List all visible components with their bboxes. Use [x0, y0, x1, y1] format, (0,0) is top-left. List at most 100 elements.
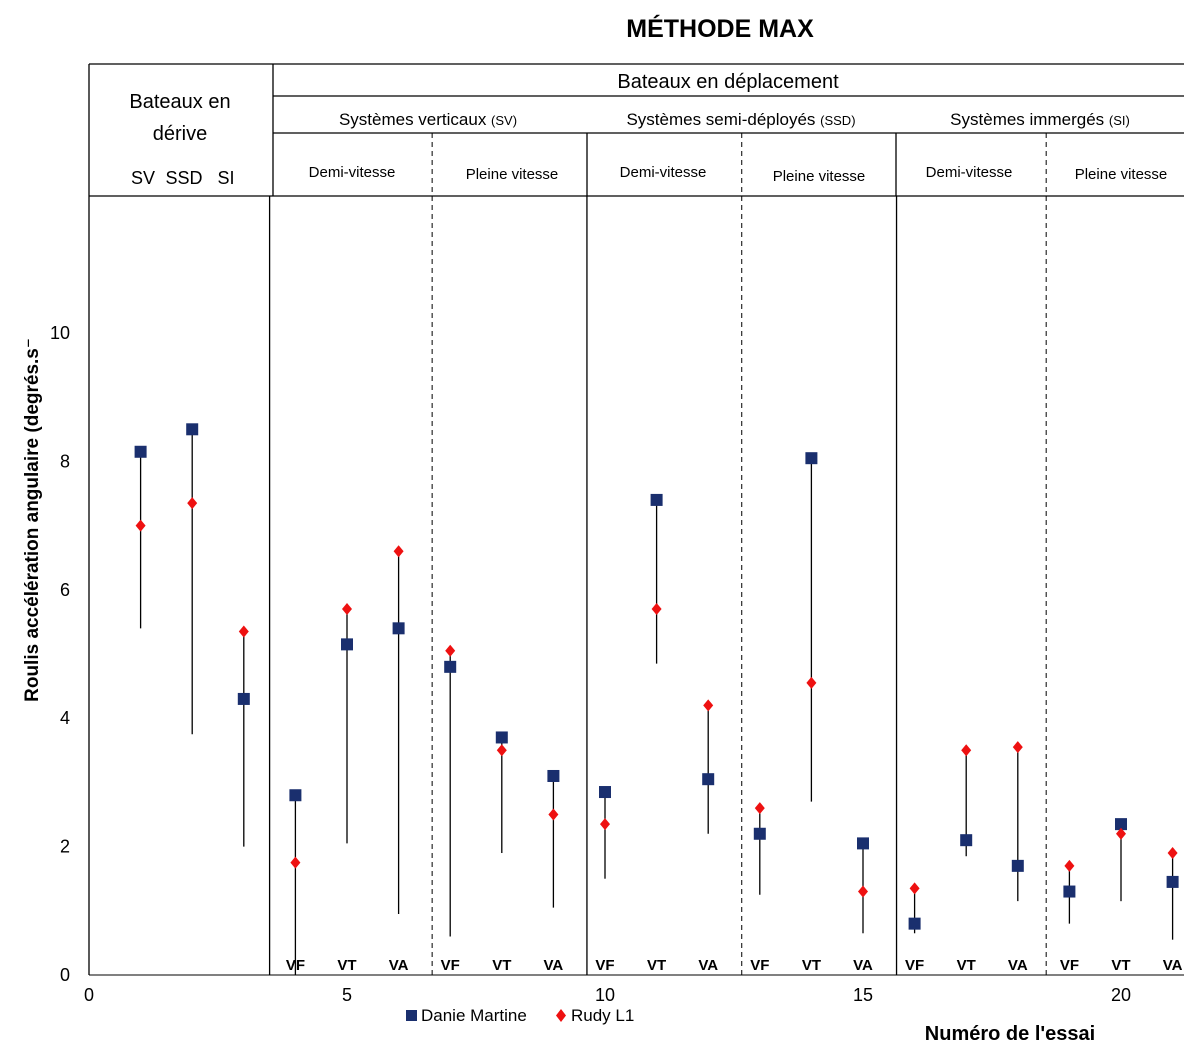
legend-label-danie-martine: Danie Martine: [421, 1006, 527, 1025]
point-rudy-l1-2: [187, 497, 198, 510]
point-danie-martine-3: [237, 692, 250, 705]
point-rudy-l1-15: [858, 885, 868, 898]
point-rudy-l1-3: [238, 625, 249, 638]
point-rudy-l1-18: [1012, 741, 1023, 754]
run-label-8: VT: [492, 957, 511, 974]
run-label-19: VF: [1060, 957, 1079, 974]
point-danie-martine-20: [1115, 818, 1127, 831]
legend-label-rudy-l1: Rudy L1: [571, 1006, 634, 1025]
x-tick-label-5: 5: [342, 985, 352, 1005]
y-tick-label-2: 2: [60, 837, 70, 857]
header-speed-ssd-half: Demi-vitesse: [620, 164, 707, 181]
point-rudy-l1-7: [445, 644, 456, 657]
run-label-15: VA: [853, 957, 873, 974]
header-system-sv-label: Systèmes verticaux: [339, 110, 491, 129]
header-system-ssd: Systèmes semi-déployés (SSD): [626, 110, 855, 129]
run-label-4: VF: [286, 957, 305, 974]
header-speed-si-full: Pleine vitesse: [1075, 166, 1168, 183]
run-label-13: VF: [750, 957, 769, 974]
y-tick-label-10: 10: [50, 323, 70, 343]
point-rudy-l1-16: [909, 882, 920, 895]
run-label-17: VT: [957, 957, 976, 974]
point-danie-martine-4: [289, 789, 302, 802]
x-tick-label-10: 10: [595, 985, 615, 1005]
run-label-14: VT: [802, 957, 821, 974]
point-danie-martine-2: [186, 423, 199, 436]
header-speed-sv-full: Pleine vitesse: [466, 166, 559, 183]
header-system-si-label: Systèmes immergés: [950, 110, 1109, 129]
run-label-7: VF: [441, 957, 460, 974]
header-system-si-abbr: (SI): [1109, 113, 1130, 128]
run-label-9: VA: [544, 957, 564, 974]
y-tick-label-6: 6: [60, 580, 70, 600]
point-rudy-l1-13: [754, 802, 765, 815]
x-axis-label: Numéro de l'essai: [925, 1023, 1095, 1045]
point-rudy-l1-4: [290, 856, 301, 869]
legend-square-icon: [406, 1010, 417, 1021]
point-danie-martine-12: [702, 773, 715, 786]
header-speed-ssd-full: Pleine vitesse: [773, 168, 866, 185]
point-rudy-l1-6: [393, 545, 404, 558]
plot-area: 0 2 4 6 8 10 0 5 10 15 20 VF VT VA VF VT VA VF VT VA VF VT VA V…: [50, 133, 1184, 1005]
point-danie-martine-15: [857, 837, 869, 850]
run-label-10: VF: [595, 957, 614, 974]
run-label-20: VT: [1111, 957, 1130, 974]
point-danie-martine-21: [1166, 875, 1179, 888]
legend-diamond-icon: [556, 1009, 566, 1022]
run-label-6: VA: [389, 957, 409, 974]
point-danie-martine-13: [753, 827, 766, 840]
header-system-sv-abbr: (SV): [491, 113, 517, 128]
header-drift-line1: Bateaux en: [129, 91, 230, 113]
header-system-ssd-label: Systèmes semi-déployés: [626, 110, 820, 129]
y-axis-label: Roulis accélération angulaire (degrés.s⁻: [22, 338, 43, 702]
point-danie-martine-14: [805, 452, 818, 465]
header-system-si: Systèmes immergés (SI): [950, 110, 1130, 129]
x-tick-label-15: 15: [853, 985, 873, 1005]
point-rudy-l1-17: [961, 744, 972, 757]
run-label-16: VF: [905, 957, 924, 974]
point-danie-martine-9: [547, 769, 560, 782]
run-label-5: VT: [337, 957, 356, 974]
point-rudy-l1-5: [342, 603, 352, 616]
point-danie-martine-17: [960, 834, 973, 847]
point-rudy-l1-9: [548, 808, 559, 821]
header-drift-sub-ssd: SSD: [165, 168, 202, 188]
header-table: [88, 63, 1184, 975]
point-rudy-l1-1: [135, 519, 146, 532]
point-danie-martine-1: [134, 445, 147, 458]
point-danie-martine-11: [650, 493, 663, 506]
run-label-12: VA: [698, 957, 718, 974]
y-tick-label-8: 8: [60, 451, 70, 471]
header-system-sv: Systèmes verticaux (SV): [339, 110, 517, 129]
run-label-21: VA: [1163, 957, 1183, 974]
header-moving: Bateaux en déplacement: [617, 71, 839, 93]
header-drift-sub-si: SI: [217, 168, 234, 188]
header-drift-line2: dérive: [153, 123, 207, 145]
point-rudy-l1-21: [1167, 847, 1178, 860]
point-rudy-l1-10: [600, 818, 610, 831]
run-label-18: VA: [1008, 957, 1028, 974]
point-danie-martine-7: [444, 660, 457, 673]
point-rudy-l1-12: [703, 699, 714, 712]
point-rudy-l1-11: [651, 603, 662, 616]
point-danie-martine-8: [495, 731, 508, 744]
legend: Danie Martine Rudy L1: [406, 1006, 634, 1025]
x-tick-label-20: 20: [1111, 985, 1131, 1005]
chart-title: MÉTHODE MAX: [626, 14, 814, 43]
header-drift-sub-sv: SV: [131, 168, 155, 188]
run-label-11: VT: [647, 957, 666, 974]
point-rudy-l1-19: [1064, 859, 1075, 872]
point-danie-martine-18: [1011, 859, 1024, 872]
x-tick-label-0: 0: [84, 985, 94, 1005]
point-danie-martine-19: [1063, 885, 1076, 898]
point-rudy-l1-8: [496, 744, 507, 757]
point-danie-martine-16: [908, 917, 921, 930]
header-speed-si-half: Demi-vitesse: [926, 164, 1013, 181]
header-system-ssd-abbr: (SSD): [820, 113, 855, 128]
point-rudy-l1-20: [1116, 827, 1126, 840]
header-speed-sv-half: Demi-vitesse: [309, 164, 396, 181]
y-tick-label-0: 0: [60, 965, 70, 985]
point-danie-martine-5: [341, 638, 353, 651]
y-tick-label-4: 4: [60, 708, 70, 728]
